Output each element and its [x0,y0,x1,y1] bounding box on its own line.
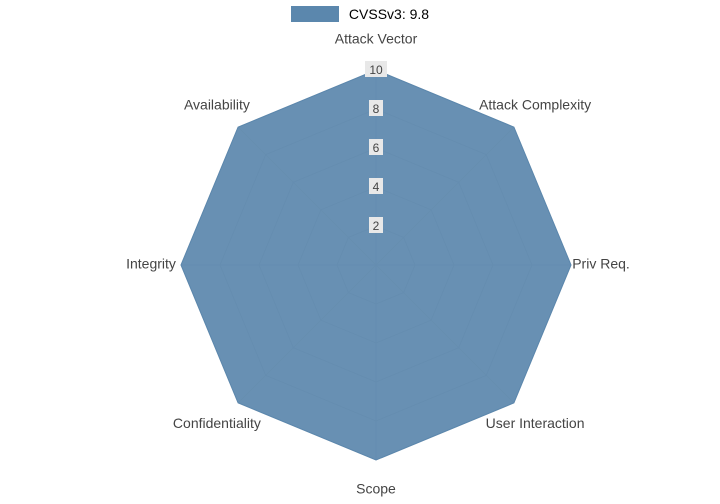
legend-label: CVSSv3: 9.8 [349,6,429,22]
radar-chart-svg: 2 4 6 8 10 Attack Vector Attack Complexity Pri… [0,0,720,504]
tick-label: 6 [373,141,380,155]
axis-label: Integrity [126,256,176,272]
axis-label: Availability [184,97,250,113]
radar-chart-container: CVSSv3: 9.8 2 4 6 8 10 Attack Vector Attack C… [0,0,720,504]
legend-swatch [291,6,339,22]
axis-label: Attack Vector [335,31,418,47]
tick-label: 10 [369,63,383,77]
tick-label: 8 [373,102,380,116]
axis-label: Confidentiality [173,415,261,431]
tick-label: 4 [373,180,380,194]
radar-series [181,70,571,460]
axis-label: Attack Complexity [479,97,591,113]
axis-label: User Interaction [486,415,585,431]
axis-label: Scope [356,481,396,497]
series-polygon [181,70,571,460]
tick-label: 2 [373,219,380,233]
chart-legend: CVSSv3: 9.8 [0,6,720,22]
axis-label: Priv Req. [572,256,630,272]
